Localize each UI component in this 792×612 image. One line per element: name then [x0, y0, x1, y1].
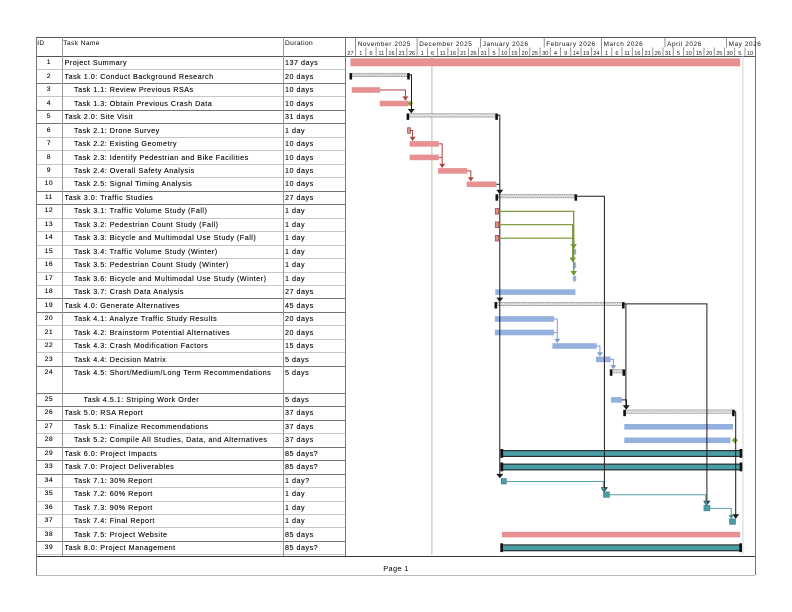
svg-text:30: 30 [542, 51, 548, 57]
svg-text:24: 24 [593, 51, 599, 57]
svg-text:27: 27 [347, 51, 353, 57]
svg-text:5: 5 [677, 51, 680, 57]
svg-text:1: 1 [421, 51, 424, 57]
svg-text:15: 15 [511, 51, 517, 57]
svg-text:10: 10 [501, 51, 507, 57]
svg-text:25: 25 [532, 51, 538, 57]
svg-text:21: 21 [644, 51, 650, 57]
svg-text:December 2025: December 2025 [419, 41, 472, 48]
svg-text:1: 1 [359, 51, 362, 57]
svg-text:1: 1 [605, 51, 608, 57]
svg-text:6: 6 [431, 51, 434, 57]
svg-text:4: 4 [554, 51, 557, 57]
svg-text:20: 20 [706, 51, 712, 57]
svg-text:30: 30 [726, 51, 732, 57]
svg-text:31: 31 [665, 51, 671, 57]
svg-text:5: 5 [738, 51, 741, 57]
svg-text:11: 11 [378, 51, 384, 57]
svg-text:16: 16 [388, 51, 394, 57]
svg-text:21: 21 [399, 51, 405, 57]
svg-text:November 2025: November 2025 [358, 41, 411, 48]
svg-text:21: 21 [460, 51, 466, 57]
svg-text:26: 26 [409, 51, 415, 57]
svg-text:25: 25 [716, 51, 722, 57]
svg-text:31: 31 [481, 51, 487, 57]
svg-text:January 2026: January 2026 [483, 41, 529, 48]
svg-text:April 2026: April 2026 [667, 41, 702, 48]
svg-text:11: 11 [624, 51, 630, 57]
svg-text:10: 10 [685, 51, 691, 57]
svg-text:May 2026: May 2026 [729, 41, 762, 48]
svg-text:26: 26 [470, 51, 476, 57]
svg-text:20: 20 [522, 51, 528, 57]
svg-text:6: 6 [369, 51, 372, 57]
svg-text:March 2026: March 2026 [604, 41, 644, 48]
svg-text:19: 19 [583, 51, 589, 57]
svg-text:11: 11 [440, 51, 446, 57]
svg-text:5: 5 [492, 51, 495, 57]
svg-text:26: 26 [655, 51, 661, 57]
svg-text:6: 6 [615, 51, 618, 57]
svg-text:10: 10 [747, 51, 753, 57]
svg-text:February 2026: February 2026 [546, 41, 595, 48]
svg-text:9: 9 [564, 51, 567, 57]
svg-text:14: 14 [573, 51, 579, 57]
svg-text:16: 16 [450, 51, 456, 57]
svg-text:15: 15 [696, 51, 702, 57]
svg-text:16: 16 [634, 51, 640, 57]
